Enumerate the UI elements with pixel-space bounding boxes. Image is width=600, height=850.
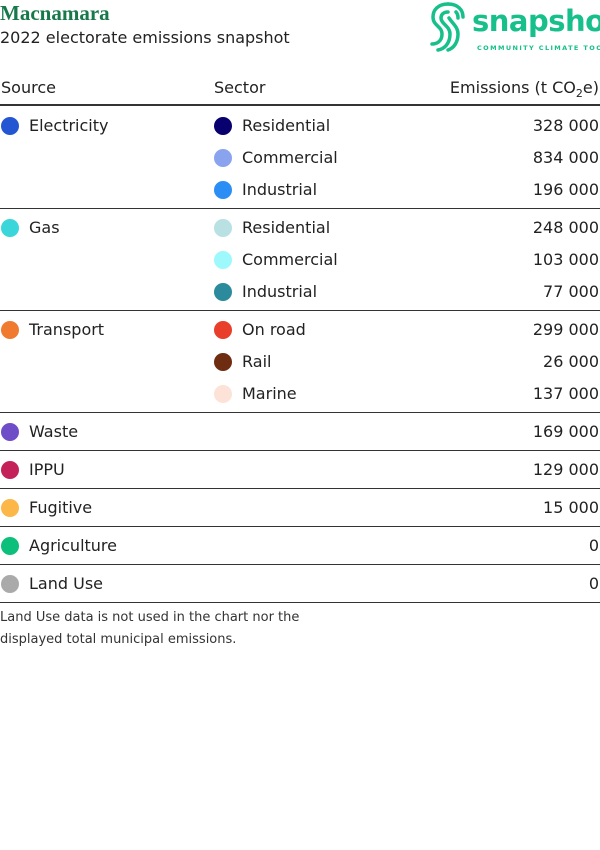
sector-name: Residential	[242, 116, 331, 135]
sector-dot	[214, 219, 232, 237]
source-name: Transport	[29, 320, 105, 339]
source-name: Gas	[29, 218, 60, 237]
emissions-value: 0	[588, 536, 599, 555]
sector-dot	[214, 117, 232, 135]
logo-tagline: COMMUNITY CLIMATE TOOL	[477, 44, 600, 52]
header-text: Emissions (t CO	[449, 78, 576, 97]
row-rule	[0, 564, 600, 565]
sector-name: Industrial	[242, 282, 318, 301]
emissions-value: 834 000	[532, 148, 599, 167]
sector-name: Marine	[242, 384, 297, 403]
subtitle: 2022 electorate emissions snapshot	[0, 28, 290, 47]
source-dot	[1, 499, 19, 517]
column-header: Sector	[214, 78, 266, 97]
source-name: IPPU	[29, 460, 65, 479]
row-rule	[0, 450, 600, 451]
emissions-value: 169 000	[532, 422, 599, 441]
emissions-value: 15 000	[543, 498, 599, 517]
emissions-value: 299 000	[532, 320, 599, 339]
column-header: Emissions (t CO2e)	[450, 78, 599, 100]
header-rule	[0, 104, 600, 106]
sector-name: Commercial	[242, 250, 338, 269]
row-rule	[0, 310, 600, 311]
sector-name: Rail	[242, 352, 272, 371]
emissions-value: 0	[588, 574, 599, 593]
source-name: Fugitive	[29, 498, 93, 517]
emissions-value: 129 000	[532, 460, 599, 479]
logo-name: snapshot	[472, 4, 600, 38]
header-subscript: 2	[575, 87, 583, 101]
source-name: Land Use	[29, 574, 103, 593]
source-dot	[1, 461, 19, 479]
sector-name: Commercial	[242, 148, 338, 167]
sector-name: On road	[242, 320, 306, 339]
sector-dot	[214, 149, 232, 167]
sector-dot	[214, 181, 232, 199]
sector-name: Residential	[242, 218, 331, 237]
source-dot	[1, 117, 19, 135]
row-rule	[0, 602, 600, 603]
sector-dot	[214, 385, 232, 403]
row-rule	[0, 526, 600, 527]
sector-dot	[214, 353, 232, 371]
sector-dot	[214, 321, 232, 339]
source-dot	[1, 219, 19, 237]
source-dot	[1, 321, 19, 339]
sector-name: Industrial	[242, 180, 318, 199]
row-rule	[0, 488, 600, 489]
footnote: Land Use data is not used in the chart n…	[0, 610, 300, 625]
source-name: Waste	[29, 422, 79, 441]
header-text: e)	[582, 78, 599, 97]
source-name: Electricity	[29, 116, 109, 135]
title: Macnamara	[0, 1, 110, 25]
row-rule	[0, 208, 600, 209]
emissions-value: 328 000	[532, 116, 599, 135]
column-header: Source	[1, 78, 56, 97]
emissions-value: 103 000	[532, 250, 599, 269]
emissions-value: 248 000	[532, 218, 599, 237]
source-dot	[1, 423, 19, 441]
emissions-value: 137 000	[532, 384, 599, 403]
logo-icon	[430, 2, 465, 52]
sector-dot	[214, 251, 232, 269]
source-dot	[1, 537, 19, 555]
row-rule	[0, 412, 600, 413]
source-dot	[1, 575, 19, 593]
footnote: displayed total municipal emissions.	[0, 632, 237, 647]
emissions-value: 196 000	[532, 180, 599, 199]
emissions-value: 77 000	[543, 282, 599, 301]
source-name: Agriculture	[29, 536, 117, 555]
emissions-value: 26 000	[543, 352, 599, 371]
sector-dot	[214, 283, 232, 301]
